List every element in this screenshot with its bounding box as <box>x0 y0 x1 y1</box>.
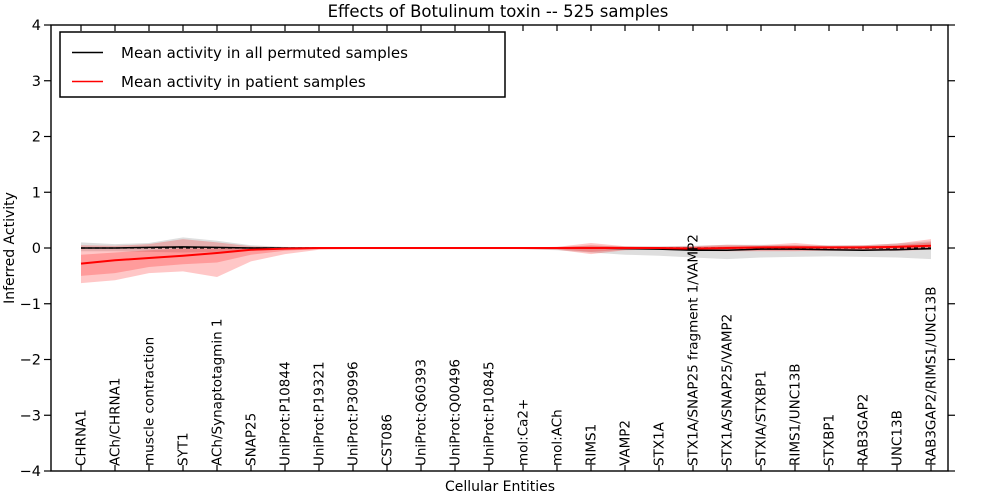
x-tick-label: mol:ACh <box>550 409 566 466</box>
y-tick-label: −4 <box>20 464 41 480</box>
x-tick-label: RIMS1/UNC13B <box>788 363 804 466</box>
y-tick-label: −1 <box>20 297 41 313</box>
x-tick-label: UniProt:P19321 <box>312 361 328 466</box>
x-tick-label: UniProt:P30996 <box>346 361 362 466</box>
y-tick-label: 1 <box>32 185 41 201</box>
x-tick-label: RAB3GAP2/RIMS1/UNC13B <box>924 287 940 466</box>
plot-area <box>80 237 932 284</box>
x-tick-label: muscle contraction <box>142 337 158 466</box>
chart-title: Effects of Botulinum toxin -- 525 sample… <box>328 2 669 21</box>
x-tick-label: STXBP1 <box>822 414 838 466</box>
y-tick-label: −2 <box>20 353 41 369</box>
legend-label-permuted: Mean activity in all permuted samples <box>121 44 408 62</box>
x-tick-label: STX1A/SNAP25 fragment 1/VAMP2 <box>686 234 702 466</box>
x-tick-label: UNC13B <box>890 410 906 466</box>
y-axis-label: Inferred Activity <box>2 192 18 304</box>
x-tick-label: RAB3GAP2 <box>856 394 872 466</box>
y-tick-label: 2 <box>32 130 41 146</box>
x-axis-label: Cellular Entities <box>445 479 555 495</box>
legend-box <box>59 31 506 98</box>
x-tick-label: STXIA/STXBP1 <box>754 370 770 466</box>
y-tick-label: −3 <box>20 408 41 424</box>
x-tick-label: UniProt:Q60393 <box>414 359 430 466</box>
x-tick-label: ACh/CHRNA1 <box>108 378 124 466</box>
patient-mean-line <box>80 244 932 265</box>
x-tick-label: ACh/Synaptotagmin 1 <box>210 318 226 466</box>
legend-label-patient: Mean activity in patient samples <box>121 73 366 91</box>
x-tick-label: STX1A <box>652 421 668 466</box>
x-tick-label: UniProt:Q00496 <box>448 359 464 466</box>
y-tick-label: 3 <box>32 74 41 90</box>
x-tick-label: mol:Ca2+ <box>516 399 532 466</box>
x-tick-label: STX1A/SNAP25/VAMP2 <box>720 314 736 466</box>
y-tick-label: 4 <box>32 18 41 34</box>
x-tick-label: RIMS1 <box>584 424 600 466</box>
x-tick-label: UniProt:P10844 <box>278 361 294 466</box>
x-tick-label: CHRNA1 <box>74 409 90 466</box>
x-tick-label: UniProt:P10845 <box>482 361 498 466</box>
x-tick-label: CST086 <box>380 414 396 466</box>
legend: Mean activity in all permuted samples Me… <box>59 31 506 98</box>
ticks-layer: 4 3 2 1 0 −1 −2 −3 −4 CHRNA1 ACh/CHRNA1 muscle cont… <box>20 18 955 480</box>
x-tick-label: VAMP2 <box>618 420 634 466</box>
x-tick-label: SYT1 <box>176 432 192 466</box>
y-tick-label: 0 <box>32 241 41 257</box>
x-tick-label: SNAP25 <box>244 413 260 466</box>
